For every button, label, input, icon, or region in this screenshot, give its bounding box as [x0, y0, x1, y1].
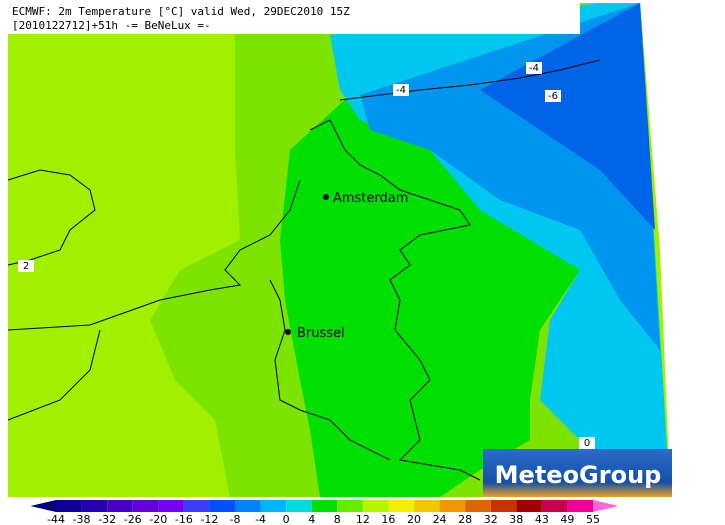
header-box [8, 3, 580, 34]
colorbar-segment [286, 500, 312, 512]
colorbar-tick-label: 38 [509, 513, 523, 525]
colorbar-tick-label: 0 [283, 513, 290, 525]
colorbar-segment [567, 500, 593, 512]
colorbar-segment [183, 500, 210, 512]
colorbar-tick-label: 4 [308, 513, 315, 525]
border [309, 59, 601, 481]
temp-zone [480, 3, 655, 230]
contour-label-box [545, 90, 561, 102]
colorbar-segment [30, 500, 56, 512]
colorbar-segment [235, 500, 261, 512]
colorbar-tick-label: -32 [98, 513, 116, 525]
colorbar-segment [107, 500, 133, 512]
colorbar-segment [465, 500, 491, 512]
colorbar-tick-label: -26 [124, 513, 142, 525]
colorbar-tick-label: 12 [356, 513, 370, 525]
colorbar-tick-label: -4 [255, 513, 266, 525]
colorbar-segment [132, 500, 159, 512]
colorbar-segment [414, 500, 440, 512]
colorbar-tick-label: 49 [560, 513, 574, 525]
colorbar-tick-label: -16 [175, 513, 193, 525]
contour-label: -6 [548, 91, 558, 102]
contour-label: -4 [529, 63, 539, 74]
colorbar-segment [260, 500, 287, 512]
coastline [7, 169, 96, 266]
colorbar-segment [209, 500, 235, 512]
colorbar-tick-label: 24 [433, 513, 447, 525]
colorbar-segment [337, 500, 363, 512]
colorbar-tick-label: 16 [381, 513, 395, 525]
city-label: Amsterdam [333, 191, 408, 206]
colorbar-tick-label: 43 [535, 513, 549, 525]
colorbar-segment [388, 500, 414, 512]
city-label: Brussel [297, 326, 345, 341]
colorbar-tick-label: 20 [407, 513, 421, 525]
colorbar-tick-label: 28 [458, 513, 472, 525]
colorbar-tick-label: 32 [484, 513, 498, 525]
city-dot [285, 329, 291, 335]
colorbar-segment [56, 500, 82, 512]
contour-label: 2 [23, 261, 29, 272]
contour-label-box [579, 437, 595, 449]
temp-zone [280, 95, 580, 497]
map-edge [640, 0, 725, 525]
contour-label-box [526, 62, 542, 74]
colorbar-segment [81, 500, 108, 512]
colorbar-tick-label: 55 [586, 513, 600, 525]
contour-label-box [393, 84, 409, 96]
colorbar-segment [439, 500, 466, 512]
border [7, 179, 391, 461]
colorbar-tick-label: 8 [334, 513, 341, 525]
city-dot [323, 194, 329, 200]
colorbar-tick-label: -38 [73, 513, 91, 525]
colorbar-segment [362, 500, 389, 512]
colorbar-segment [311, 500, 338, 512]
colorbar-segment [541, 500, 568, 512]
colorbar-tick-label: -12 [200, 513, 218, 525]
logo-box [483, 449, 672, 497]
colorbar-segment [158, 500, 184, 512]
contour-label: 0 [584, 438, 590, 449]
contour-label: -4 [396, 85, 406, 96]
colorbar-tick-label: -8 [230, 513, 241, 525]
colorbar-segment [516, 500, 542, 512]
colorbar-tick-label: -20 [149, 513, 167, 525]
header-line: ECMWF: 2m Temperature [°C] valid Wed, 29… [12, 5, 350, 18]
colorbar-tick-label: -44 [47, 513, 65, 525]
colorbar-segment [490, 500, 517, 512]
logo: MeteoGroup [495, 461, 662, 489]
contour-label-box [18, 260, 34, 272]
header-line: [2010122712]+51h -= BeNeLux =- [12, 19, 211, 32]
colorbar-segment [593, 500, 619, 512]
